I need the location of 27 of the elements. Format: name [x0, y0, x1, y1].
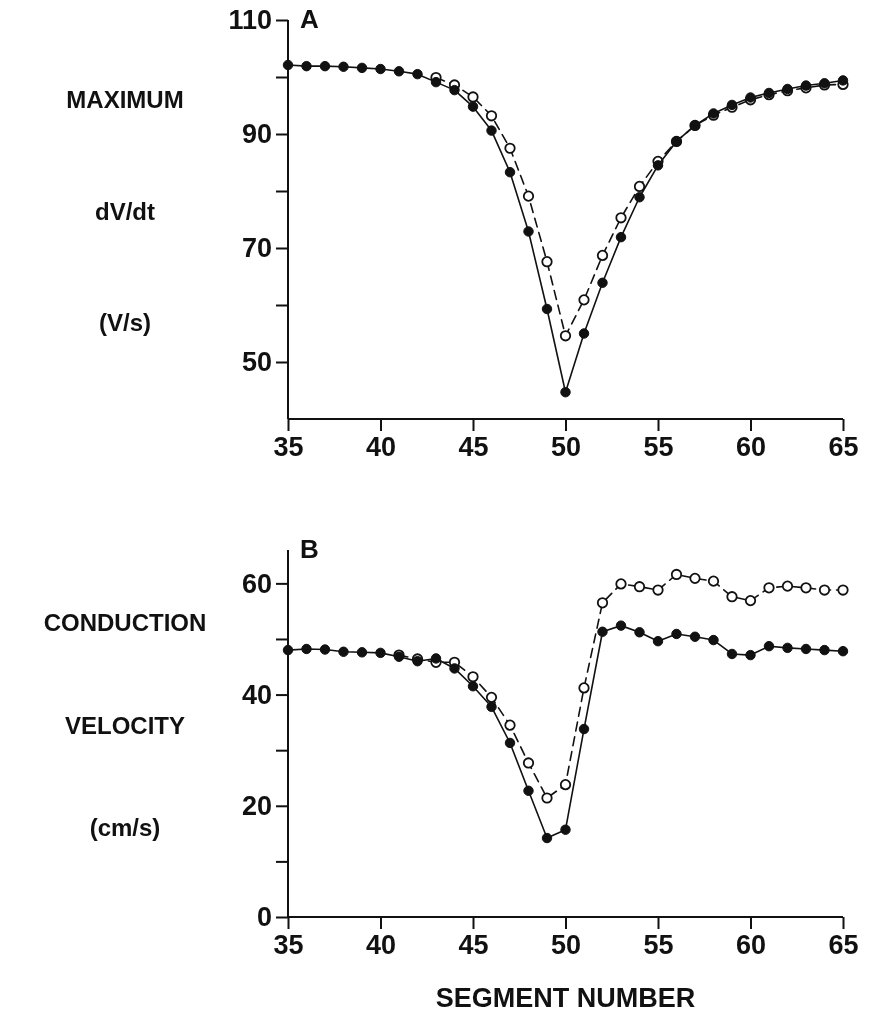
- x-tick-label: 40: [365, 432, 397, 463]
- x-tick-label: 50: [550, 432, 582, 463]
- x-tick-label: 45: [458, 930, 489, 961]
- x-axis-title: SEGMENT NUMBER: [435, 983, 696, 1013]
- y-tick-label: 50: [241, 347, 272, 378]
- x-tick-label: 45: [458, 432, 489, 463]
- x-tick-label: 60: [735, 930, 767, 961]
- y-tick-label: 60: [241, 568, 272, 599]
- x-tick-label: 35: [273, 930, 304, 961]
- x-tick-label: 35: [273, 432, 304, 463]
- x-tick-label: 40: [365, 930, 397, 961]
- y-tick-label: 90: [241, 119, 272, 150]
- x-tick-label: 55: [643, 930, 674, 961]
- chart-title: B: [300, 534, 319, 564]
- y-tick-label: 110: [228, 5, 272, 36]
- x-tick-label: 50: [550, 930, 582, 961]
- text: CONDUCTION VELOCITY (cm/s): [43, 608, 207, 842]
- x-tick-label: 60: [735, 432, 767, 463]
- y-tick-label: 70: [241, 233, 272, 264]
- text: MAXIMUM dV/dt (V/s): [66, 85, 184, 337]
- x-tick-label: 55: [643, 432, 674, 463]
- y-tick-label: 0: [256, 902, 272, 933]
- x-tick-label: 65: [828, 930, 859, 961]
- chart-title: A: [300, 4, 319, 34]
- x-tick-label: 65: [828, 432, 859, 463]
- y-tick-label: 20: [241, 790, 272, 821]
- y-tick-label: 40: [241, 679, 272, 710]
